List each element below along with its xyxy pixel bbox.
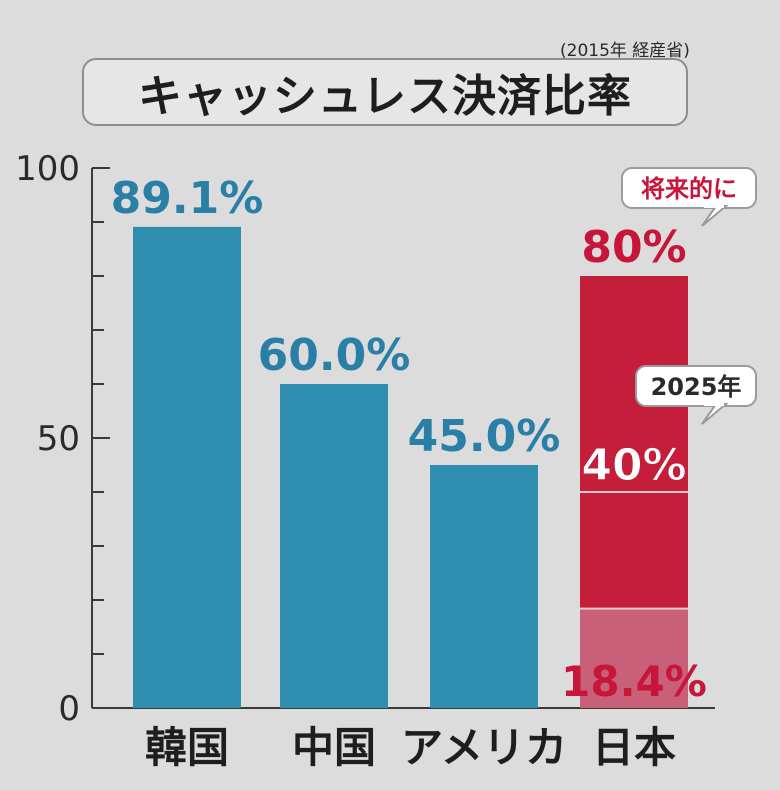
callout-text: 将来的に [641,175,737,203]
callout-pointer-mask [704,204,724,208]
bar-value-label: 18.4% [561,657,707,706]
bar [280,384,388,708]
chart-title: キャッシュレス決済比率 [82,58,688,126]
y-tick-label: 50 [37,419,80,459]
bar-value-label: 45.0% [408,411,561,462]
y-tick-label: 0 [58,689,80,729]
callout-text: 2025年 [651,373,742,401]
x-category-label: アメリカ [401,723,567,772]
bar-value-label: 60.0% [258,330,411,381]
x-category-label: 日本 [592,723,676,772]
bar-japan-target [580,276,688,609]
x-category-label: 韓国 [145,723,229,772]
bar-japan-current [580,608,688,708]
callout-bubble [621,167,757,209]
callout-bubble [635,365,757,407]
bar-value-label: 89.1% [111,173,264,224]
bar [133,226,241,709]
callout-pointer-mask [704,402,724,406]
y-tick-label: 100 [15,149,80,189]
bar [430,465,538,708]
source-note: (2015年 経産省) [560,41,690,61]
x-category-label: 中国 [292,723,376,772]
bar-target-label: 40% [581,440,686,491]
bar-target-label: 80% [581,222,686,273]
